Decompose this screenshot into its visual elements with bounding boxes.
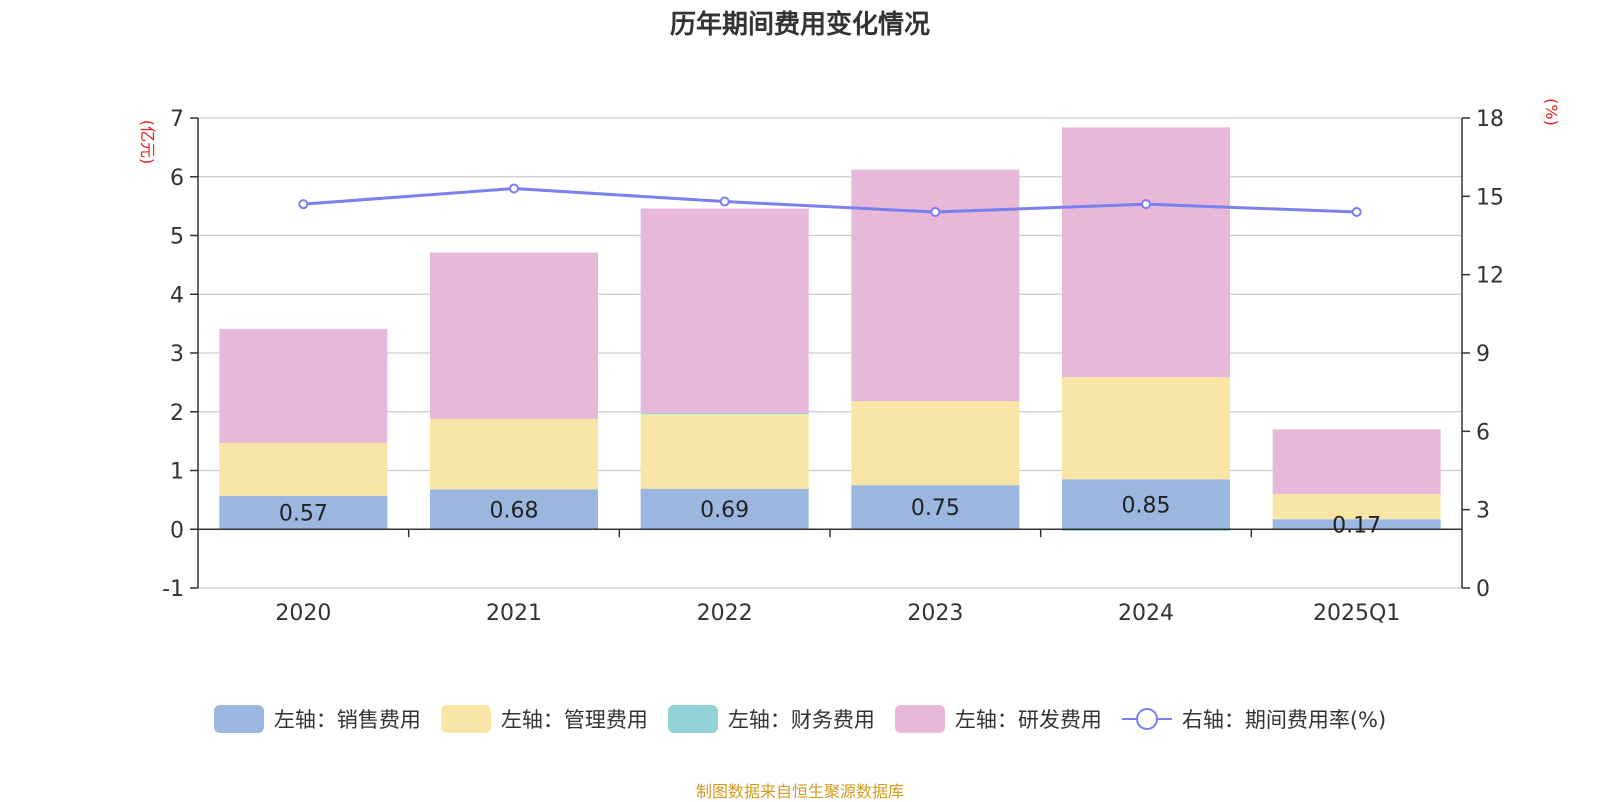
bar-segment-2020-3	[219, 328, 388, 443]
legend-item-rnd[interactable]: 左轴：研发费用	[894, 704, 1102, 734]
legend-swatch-sales	[213, 705, 264, 733]
legend-label-finance: 左轴：财务费用	[727, 708, 875, 732]
bar-segment-2025Q1-0	[1272, 519, 1441, 530]
y-axis-left-tick-label: 1	[170, 460, 184, 485]
bar-segment-2024-0	[1062, 479, 1230, 530]
rate-point-2024	[1141, 199, 1151, 210]
bar-segment-2024-3	[1062, 127, 1230, 378]
y-axis-left-tick-label: 2	[170, 401, 184, 426]
bar-segment-2023-3	[851, 169, 1020, 402]
legend-swatch-rnd	[894, 705, 945, 733]
rate-point-2025Q1	[1351, 207, 1362, 217]
y-axis-left-tick-label: 6	[170, 166, 184, 191]
y-axis-left-tick-label: 3	[170, 342, 184, 367]
bar-segment-2020-1	[219, 442, 388, 496]
rate-point-2020	[298, 199, 309, 210]
bar-segment-2023-0	[851, 485, 1020, 530]
legend-swatch-finance	[667, 705, 718, 733]
legend-label-sales: 左轴：销售费用	[273, 708, 421, 732]
bar-value-label: 0.85	[1122, 493, 1171, 518]
y-axis-right-tick-label: 6	[1476, 420, 1490, 445]
bar-segment-2021-0	[430, 489, 598, 530]
bar-segment-2020-0	[219, 495, 388, 530]
y-axis-right-tick-label: 9	[1476, 342, 1490, 367]
bar-segment-2022-1	[640, 414, 809, 489]
legend-swatch-admin	[440, 705, 491, 733]
x-axis-category-label: 2021	[486, 601, 542, 626]
y-axis-left-unit-label: (亿元)	[138, 120, 157, 165]
bar-segment-2023-1	[851, 401, 1020, 486]
y-axis-left-tick-label: 0	[170, 518, 184, 543]
bar-segment-2021-3	[430, 252, 598, 419]
bar-segment-2022-2	[640, 412, 809, 415]
legend-item-finance[interactable]: 左轴：财务费用	[667, 704, 875, 734]
bar-value-label: 0.69	[700, 498, 749, 523]
bar-segment-2024-1	[1062, 377, 1230, 480]
legend-item-sales[interactable]: 左轴：销售费用	[213, 704, 421, 734]
bar-value-label: 0.57	[279, 502, 328, 527]
rate-point-2022	[719, 196, 730, 207]
y-axis-right-unit-label: (%)	[1542, 98, 1561, 126]
legend-line-marker-icon	[1121, 705, 1172, 733]
y-axis-left-tick-label: 5	[170, 225, 184, 250]
bar-segment-2025Q1-1	[1272, 494, 1441, 520]
bar-value-label: 0.17	[1332, 513, 1381, 538]
legend: 左轴：销售费用 左轴：管理费用 左轴：财务费用 左轴：研发费用 右轴：期间费用率…	[0, 704, 1600, 734]
y-axis-left-tick-label: 4	[170, 283, 184, 308]
bar-segment-2022-3	[640, 208, 809, 413]
chart-title: 历年期间费用变化情况	[669, 10, 930, 40]
y-axis-left-tick-label: 7	[170, 107, 184, 132]
rate-line	[303, 186, 1357, 214]
legend-item-rate[interactable]: 右轴：期间费用率(%)	[1121, 704, 1387, 734]
y-axis-right-tick-label: 18	[1476, 107, 1504, 132]
x-axis-category-label: 2020	[275, 601, 331, 626]
bar-segment-2022-0	[640, 488, 809, 530]
source-note: 制图数据来自恒生聚源数据库	[695, 782, 904, 801]
x-axis-category-label: 2024	[1118, 601, 1174, 626]
y-axis-right-tick-label: 3	[1476, 499, 1490, 524]
legend-label-rnd: 左轴：研发费用	[954, 708, 1102, 732]
bar-segment-2021-1	[430, 418, 598, 490]
rate-point-2023	[930, 207, 941, 217]
bar-segment-2025Q1-3	[1272, 429, 1441, 494]
y-axis-right-tick-label: 0	[1476, 577, 1490, 602]
legend-item-admin[interactable]: 左轴：管理费用	[440, 704, 648, 734]
x-axis-category-label: 2023	[907, 601, 963, 626]
bar-value-label: 0.68	[490, 498, 539, 523]
bar-value-label: 0.75	[911, 496, 960, 521]
legend-label-admin: 左轴：管理费用	[500, 708, 648, 732]
bar-segment-2024-2	[1062, 529, 1230, 532]
y-axis-left-tick-label: -1	[162, 577, 184, 602]
y-axis-right-tick-label: 12	[1476, 264, 1504, 289]
legend-label-rate: 右轴：期间费用率(%)	[1181, 708, 1387, 732]
rate-point-2021	[509, 183, 519, 194]
x-axis-category-label: 2025Q1	[1313, 601, 1400, 626]
x-axis-category-label: 2022	[697, 601, 753, 626]
y-axis-right-tick-label: 15	[1476, 185, 1504, 210]
